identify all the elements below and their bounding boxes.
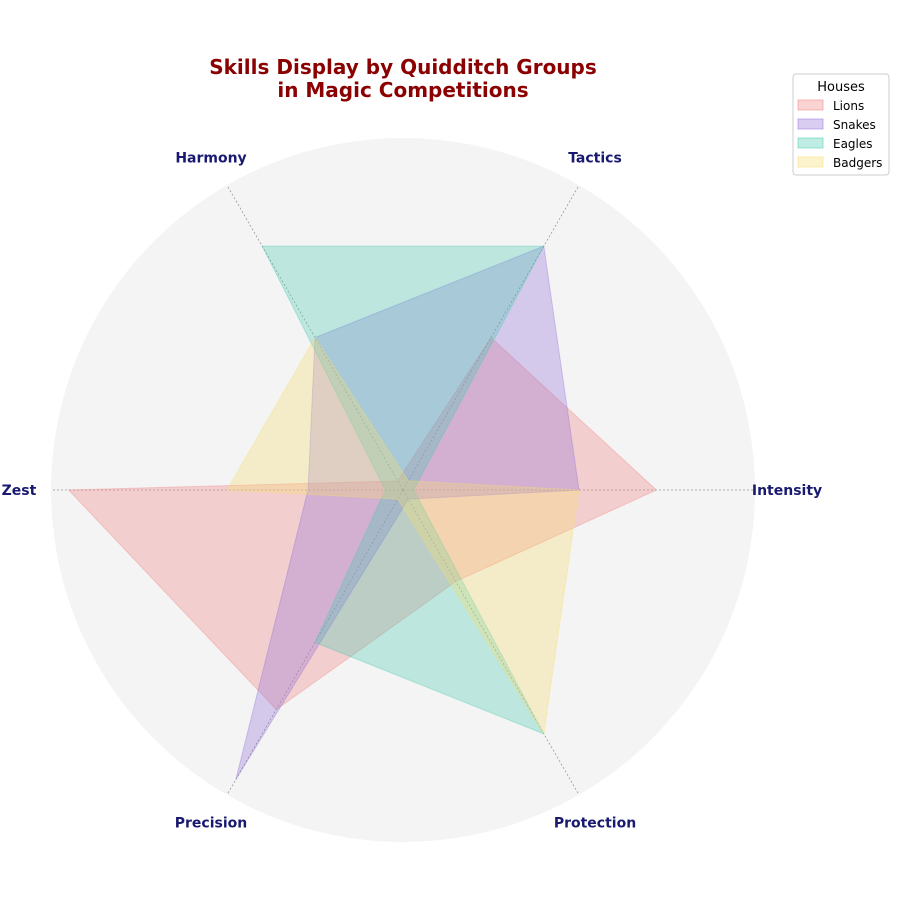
series-area-badgers [226, 336, 580, 736]
legend-swatch-lions [797, 99, 824, 111]
legend-swatch-snakes [797, 118, 824, 130]
axis-label-harmony: Harmony [175, 150, 246, 166]
series-areas [67, 245, 658, 780]
legend-swatch-badgers [797, 156, 824, 168]
legend-label-badgers: Badgers [833, 156, 882, 170]
legend-swatch-eagles [797, 137, 824, 149]
legend-label-snakes: Snakes [833, 118, 876, 132]
spoke-protection [402, 489, 580, 796]
radar-spokes [51, 184, 755, 796]
axis-label-tactics: Tactics [568, 150, 622, 166]
series-area-eagles [261, 245, 545, 735]
axis-label-zest: Zest [2, 483, 37, 499]
axis-label-protection: Protection [554, 816, 636, 832]
legend-items: Lions Snakes Eagles Badgers [797, 99, 882, 170]
axis-label-intensity: Intensity [752, 483, 822, 499]
axis-labels: Intensity Tactics Harmony Zest Precision Prot… [2, 150, 822, 831]
axis-label-precision: Precision [175, 816, 247, 832]
legend-frame [792, 73, 890, 176]
series-area-snakes [235, 245, 580, 780]
chart-title-line-2: in Magic Competitions [277, 78, 528, 102]
series-area-lions [67, 336, 658, 711]
legend: Houses Lions Snakes Eagles Badgers [792, 73, 890, 176]
spoke-precision [226, 489, 404, 796]
chart-title-line-1: Skills Display by Quidditch Groups [209, 55, 597, 79]
spoke-tactics [402, 184, 580, 491]
spoke-harmony [226, 184, 404, 491]
legend-label-lions: Lions [833, 99, 864, 113]
legend-title: Houses [817, 80, 865, 95]
legend-label-eagles: Eagles [833, 137, 873, 151]
